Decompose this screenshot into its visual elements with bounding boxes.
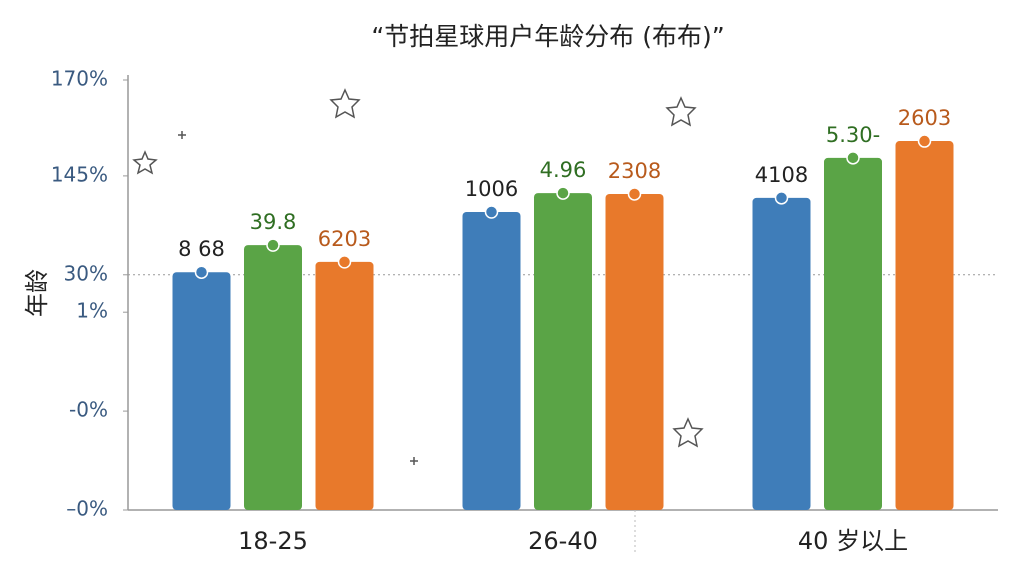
data-label: 4108 — [755, 163, 808, 187]
star — [665, 96, 697, 127]
y-tick-label: -0% — [69, 398, 108, 422]
bar — [824, 157, 882, 510]
data-label: 4.96 — [540, 158, 587, 182]
x-tick-label: 26-40 — [528, 527, 598, 555]
y-tick-label: 30% — [64, 261, 108, 285]
y-axis-label: 年龄 — [23, 269, 51, 317]
y-tick-label: –0% — [66, 497, 108, 521]
data-label: 1006 — [465, 177, 518, 201]
bar-top-dot — [556, 186, 570, 200]
decorations — [132, 88, 704, 465]
data-label: 2603 — [898, 106, 951, 130]
bar-top-dot — [627, 187, 642, 201]
bar — [895, 141, 954, 510]
bar-top-dot — [266, 238, 280, 252]
data-label: 5.30- — [826, 123, 880, 147]
bar-top-dot — [194, 265, 209, 279]
data-label: 2308 — [608, 159, 661, 183]
bar — [605, 193, 664, 510]
bar-top-dot — [337, 255, 352, 269]
bar — [244, 245, 302, 510]
bar-top-dot — [484, 205, 499, 219]
bar — [534, 193, 592, 510]
chart-title: “节拍星球用户年龄分布 (布布)” — [371, 22, 724, 51]
data-label: 39.8 — [250, 210, 297, 234]
bar-top-dot — [846, 151, 860, 165]
bar-top-dot — [774, 191, 789, 205]
bar — [752, 197, 811, 510]
bar-top-dot — [917, 134, 932, 148]
x-tick-label: 18-25 — [238, 527, 308, 555]
x-tick-label: 40 岁以上 — [798, 527, 908, 555]
star — [672, 417, 704, 448]
bar — [172, 272, 231, 510]
data-label: 8 68 — [178, 237, 225, 261]
bar — [315, 261, 374, 510]
star — [132, 150, 158, 175]
sparkle — [178, 131, 418, 465]
y-tick-label: 1% — [76, 299, 108, 323]
star — [329, 88, 361, 119]
y-tick-label: 145% — [51, 162, 108, 186]
bar — [462, 212, 521, 510]
data-label: 6203 — [318, 227, 371, 251]
y-tick-label: 170% — [51, 67, 108, 91]
